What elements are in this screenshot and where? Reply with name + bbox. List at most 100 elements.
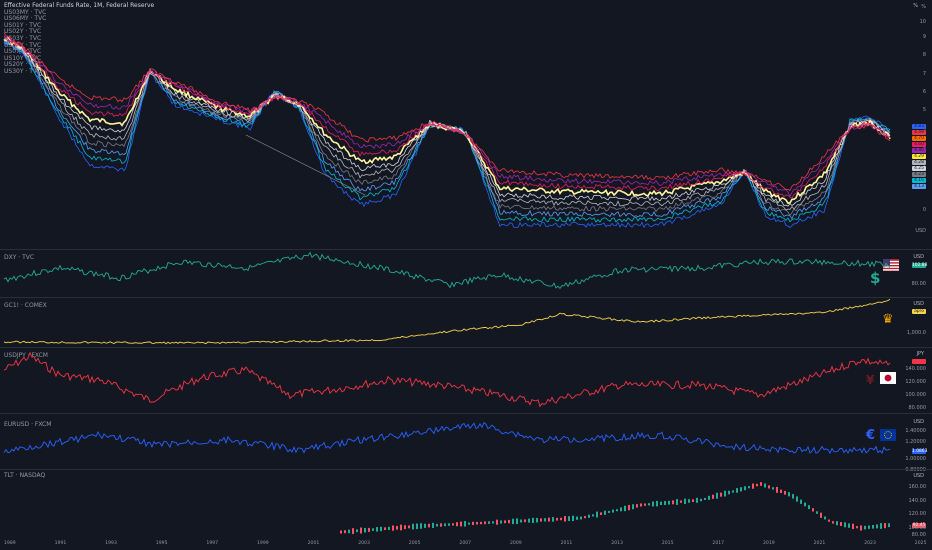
time-axis-label: 2001 xyxy=(307,541,320,546)
legend-symbol[interactable]: US03MY · TVC xyxy=(4,8,47,16)
tlt-candle xyxy=(460,521,462,527)
rate-axis-label: 4 xyxy=(922,126,926,132)
pane-divider[interactable] xyxy=(0,249,932,250)
yield-line xyxy=(3,36,891,205)
tlt-candle xyxy=(876,524,878,529)
chart-canvas[interactable] xyxy=(0,0,905,540)
tlt-candle xyxy=(764,483,766,488)
legend-symbol[interactable]: US10Y · TVC xyxy=(4,54,42,62)
tlt-candle xyxy=(856,526,858,529)
tlt-candle xyxy=(832,521,834,524)
tlt-candle xyxy=(556,517,558,521)
tlt-candle xyxy=(680,500,682,503)
legend-symbol[interactable]: US20Y · TVC xyxy=(4,61,42,69)
tlt-candle xyxy=(660,501,662,506)
legend-symbol[interactable]: US01Y · TVC xyxy=(4,21,42,29)
time-axis-label: 1993 xyxy=(105,541,117,546)
tlt-candle xyxy=(884,523,886,529)
rate-axis-label: 5 xyxy=(922,107,926,113)
usdjpy-pane[interactable]: USDJPY · FXCM JPY 140.000 120.000 100.00… xyxy=(0,348,932,412)
time-axis-label: 2003 xyxy=(358,541,370,546)
dxy-axis-label: 80.00 xyxy=(911,281,926,287)
percent-scale-button[interactable]: % xyxy=(913,3,918,9)
tlt-axis-label: 160.00 xyxy=(908,484,927,490)
gold-title: GC1! · COMEX xyxy=(4,302,47,309)
tlt-candle xyxy=(624,505,626,512)
tlt-candle xyxy=(420,523,422,529)
pane-divider[interactable] xyxy=(0,347,932,348)
eurusd-axis-label: 1.00000 xyxy=(905,456,926,462)
tlt-candle xyxy=(588,514,590,518)
tlt-candle xyxy=(740,487,742,492)
tlt-candle xyxy=(484,521,486,525)
time-axis-label: 2017 xyxy=(712,541,725,546)
time-axis-label: 2023 xyxy=(864,541,876,546)
rate-axis-label: % xyxy=(921,4,926,10)
time-axis-label: 2013 xyxy=(611,541,623,546)
dxy-unit: USD xyxy=(913,254,924,260)
tlt-candle xyxy=(580,516,582,520)
legend-symbol[interactable]: US02Y · TVC xyxy=(4,28,42,36)
rate-axis-label: 8 xyxy=(922,52,926,58)
tlt-candle xyxy=(452,523,454,526)
tlt-candle xyxy=(724,490,726,497)
yield-line xyxy=(3,41,891,220)
gold-pane[interactable]: GC1! · COMEX USD apro 1,000.0 ♛ xyxy=(0,298,932,346)
pane-divider[interactable] xyxy=(0,297,932,298)
pane-divider[interactable] xyxy=(0,413,932,414)
tlt-candle xyxy=(340,530,342,534)
tlt-candle xyxy=(364,527,366,533)
dxy-pane[interactable]: DXY · TVC USD 102.88 80.00 $ xyxy=(0,250,932,296)
tlt-candle xyxy=(816,511,818,514)
eurusd-pane[interactable]: EURUSD · FXCM USD 1.40000 1.20000 1.0863… xyxy=(0,414,932,473)
tlt-candle xyxy=(372,528,374,531)
tlt-candle xyxy=(596,511,598,518)
tlt-candle xyxy=(384,527,386,531)
pane-divider[interactable] xyxy=(0,469,932,470)
tlt-candle xyxy=(360,527,362,534)
tlt-candle xyxy=(804,502,806,507)
legend-symbol[interactable]: US30Y · TVC xyxy=(4,67,42,75)
tlt-candle xyxy=(472,521,474,525)
tlt-candle xyxy=(864,525,866,530)
time-axis-label: 2021 xyxy=(813,541,826,546)
tlt-candle xyxy=(552,517,554,522)
tlt-axis-label: 120.00 xyxy=(908,511,927,517)
gold-axis-label: 1,000.0 xyxy=(906,330,926,336)
tlt-candle xyxy=(560,517,562,521)
chart-title: Effective Federal Funds Rate, 1M, Federa… xyxy=(4,2,155,9)
tlt-candle xyxy=(500,520,502,524)
time-axis-label: 2007 xyxy=(459,541,472,546)
tlt-candle xyxy=(368,527,370,532)
rate-tag: 4.13 xyxy=(912,184,926,189)
legend-symbol[interactable]: US03Y · TVC xyxy=(4,34,42,42)
tlt-candle xyxy=(476,521,478,525)
tlt-candle xyxy=(608,510,610,513)
time-axis-label: 1995 xyxy=(155,541,168,546)
tlt-candle xyxy=(456,522,458,527)
tlt-candle xyxy=(748,486,750,489)
tlt-axis-label: 100.00 xyxy=(908,525,927,531)
rate-axis-label: 3 xyxy=(922,144,926,150)
tlt-candle xyxy=(348,529,350,534)
rate-tag: 4.28 xyxy=(912,160,926,165)
tlt-candle xyxy=(396,525,398,530)
tlt-candle xyxy=(352,528,354,534)
tlt-candle xyxy=(800,499,802,504)
rate-tag: 4.83 xyxy=(912,124,926,129)
tlt-candle xyxy=(752,483,754,489)
tlt-pane[interactable]: TLT · NASDAQ USD 160.00 140.00 120.00 92… xyxy=(0,470,932,538)
tlt-candle xyxy=(776,486,778,493)
tlt-candle xyxy=(468,522,470,525)
dxy-last-price: 102.88 xyxy=(912,263,928,268)
tlt-candle xyxy=(872,524,874,529)
tlt-candle xyxy=(712,494,714,499)
rate-axis-label: USD xyxy=(915,228,926,234)
rate-tag: 4.60 xyxy=(912,142,926,147)
legend-symbol[interactable]: US06MY · TVC xyxy=(4,15,47,23)
time-axis-label: 1997 xyxy=(206,541,219,546)
rate-tag: 4.25 xyxy=(912,166,926,171)
tlt-candle xyxy=(408,525,410,529)
tlt-candle xyxy=(772,487,774,490)
usdjpy-axis-label: 100.000 xyxy=(905,392,926,398)
